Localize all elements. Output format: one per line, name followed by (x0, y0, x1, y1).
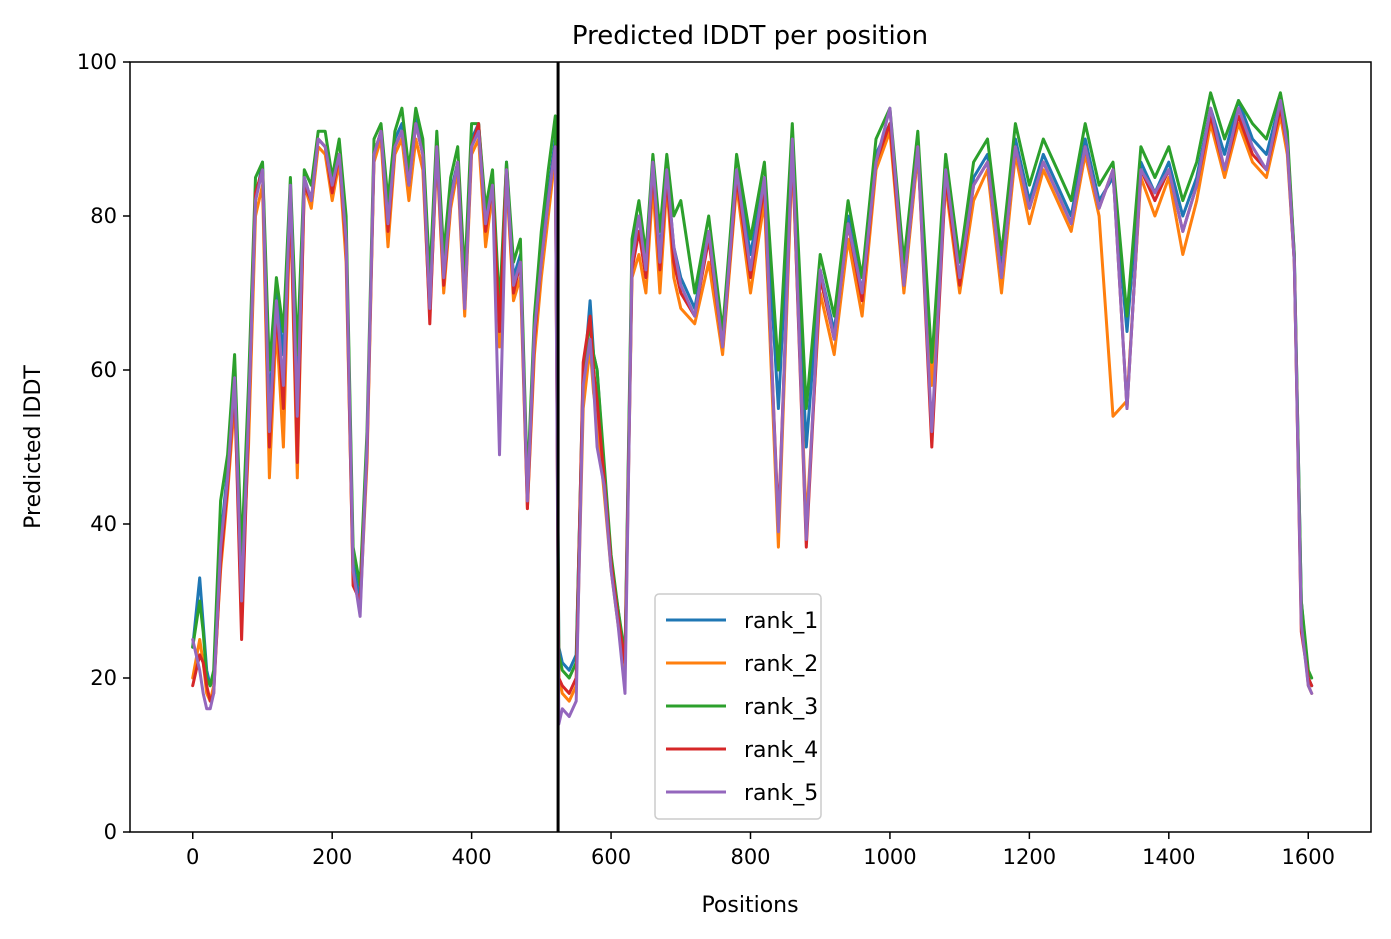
x-tick-label: 400 (452, 845, 492, 869)
y-axis-title: Predicted lDDT (21, 365, 46, 529)
legend-label-rank-1: rank_1 (744, 609, 818, 634)
x-tick-label: 600 (591, 845, 631, 869)
x-tick-label: 0 (186, 845, 199, 869)
x-axis-ticks: 0 200 400 600 800 1000 1200 1400 1600 (186, 832, 1335, 869)
x-tick-label: 1200 (1003, 845, 1056, 869)
y-tick-label: 60 (90, 358, 117, 382)
legend-items: rank_1 rank_2 rank_3 rank_4 rank_5 (666, 609, 818, 806)
legend-label-rank-2: rank_2 (744, 652, 818, 677)
legend-label-rank-5: rank_5 (744, 781, 818, 806)
y-tick-label: 80 (90, 204, 117, 228)
legend: rank_1 rank_2 rank_3 rank_4 rank_5 (654, 593, 822, 820)
legend-label-rank-3: rank_3 (744, 695, 818, 720)
legend-label-rank-4: rank_4 (744, 738, 818, 763)
y-axis-ticks: 0 20 40 60 80 100 (77, 50, 130, 844)
series-line-rank-5 (191, 99, 1314, 726)
x-tick-label: 200 (312, 845, 352, 869)
x-tick-label: 1400 (1142, 845, 1195, 869)
plot-area (129, 61, 1372, 833)
x-tick-label: 1000 (863, 845, 916, 869)
y-tick-label: 20 (90, 666, 117, 690)
y-tick-label: 100 (77, 50, 117, 74)
y-tick-label: 0 (104, 820, 117, 844)
x-tick-label: 1600 (1282, 845, 1335, 869)
chart-title: Predicted lDDT per position (572, 21, 928, 51)
series-layer (191, 91, 1314, 726)
y-tick-label: 40 (90, 512, 117, 536)
x-axis-title: Positions (701, 893, 798, 918)
x-tick-label: 800 (730, 845, 770, 869)
legend-frame (654, 593, 822, 820)
